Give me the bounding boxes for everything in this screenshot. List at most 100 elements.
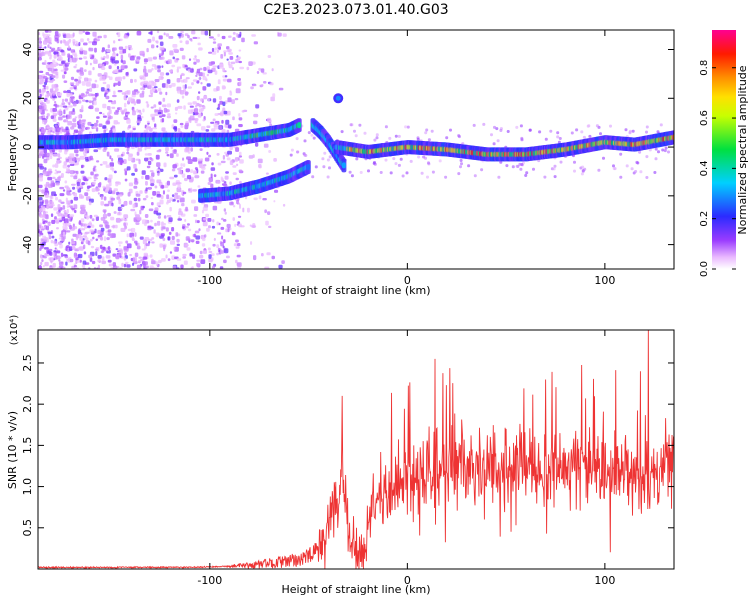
noise-cell — [165, 91, 168, 96]
noise-cell — [166, 215, 172, 218]
spectrogram-data — [38, 30, 674, 269]
noise-cell — [282, 33, 287, 37]
noise-cell — [359, 171, 363, 174]
noise-cell — [480, 168, 484, 172]
noise-cell — [62, 189, 66, 192]
noise-cell — [87, 225, 91, 228]
noise-cell — [180, 163, 183, 167]
noise-cell — [198, 160, 203, 164]
noise-cell — [199, 254, 204, 259]
noise-cell — [70, 76, 75, 81]
noise-cell — [57, 256, 62, 259]
noise-cell — [405, 171, 409, 175]
noise-cell — [148, 241, 151, 244]
noise-cell — [519, 167, 523, 171]
noise-cell — [77, 253, 83, 259]
noise-cell — [181, 226, 185, 229]
noise-cell — [211, 257, 214, 261]
noise-cell — [85, 148, 90, 151]
ridge-cell — [341, 162, 346, 169]
noise-cell — [87, 106, 92, 109]
noise-cell — [663, 149, 667, 153]
noise-cell — [153, 104, 157, 108]
noise-cell — [388, 136, 392, 140]
noise-cell — [80, 223, 83, 227]
noise-cell — [256, 71, 260, 74]
noise-cell — [204, 234, 207, 238]
noise-cell — [216, 252, 219, 256]
noise-cell — [182, 63, 185, 69]
noise-cell — [113, 84, 116, 87]
noise-cell — [236, 254, 241, 258]
noise-cell — [198, 47, 203, 51]
noise-cell — [187, 102, 193, 106]
noise-cell — [272, 93, 276, 98]
noise-cell — [81, 105, 84, 110]
noise-cell — [88, 100, 93, 104]
noise-cell — [87, 176, 92, 180]
noise-cell — [265, 172, 269, 175]
noise-cell — [149, 157, 152, 160]
y-tick-label: 1.5 — [21, 437, 34, 455]
noise-cell — [53, 51, 59, 55]
noise-cell — [108, 263, 113, 267]
noise-cell — [203, 66, 207, 72]
noise-cell — [194, 167, 198, 170]
noise-cell — [58, 259, 61, 262]
noise-cell — [39, 70, 44, 73]
noise-cell — [113, 90, 116, 96]
noise-cell — [74, 116, 78, 119]
noise-cell — [112, 70, 116, 74]
noise-cell — [66, 204, 70, 208]
noise-cell — [559, 160, 563, 164]
snr-data — [38, 330, 674, 569]
noise-cell — [195, 240, 200, 244]
noise-cell — [38, 154, 42, 159]
noise-cell — [47, 253, 50, 257]
noise-cell — [51, 127, 56, 132]
noise-cell — [182, 253, 187, 257]
y-tick-label: 0 — [21, 144, 34, 151]
noise-cell — [99, 181, 102, 186]
noise-cell — [599, 132, 602, 136]
noise-cell — [151, 237, 155, 240]
noise-cell — [67, 39, 71, 44]
noise-cell — [375, 133, 379, 137]
noise-cell — [247, 207, 250, 213]
noise-cell — [80, 123, 85, 129]
noise-cell — [438, 159, 442, 163]
noise-cell — [50, 115, 54, 120]
noise-cell — [180, 79, 185, 83]
noise-cell — [57, 204, 61, 209]
noise-cell — [61, 51, 66, 56]
noise-cell — [136, 122, 140, 126]
noise-cell — [208, 251, 213, 253]
noise-cell — [216, 244, 220, 249]
noise-cell — [112, 262, 116, 267]
noise-cell — [72, 108, 75, 112]
noise-cell — [137, 150, 140, 153]
noise-cell — [42, 119, 47, 125]
noise-cell — [128, 200, 133, 205]
noise-cell — [92, 236, 95, 240]
noise-cell — [85, 99, 89, 103]
noise-cell — [160, 195, 164, 200]
noise-cell — [241, 110, 245, 113]
noise-cell — [73, 265, 78, 268]
noise-cell — [156, 179, 162, 184]
noise-cell — [263, 143, 269, 148]
noise-cell — [190, 147, 193, 152]
noise-cell — [167, 113, 171, 116]
noise-cell — [92, 31, 97, 37]
noise-cell — [186, 175, 192, 180]
noise-cell — [176, 188, 181, 192]
spectrogram-x-ticks: -100 0 100 — [197, 30, 615, 287]
noise-cell — [83, 50, 88, 55]
noise-cell — [41, 102, 46, 107]
noise-cell — [204, 157, 210, 162]
noise-cell — [216, 107, 220, 110]
noise-cell — [53, 240, 57, 245]
noise-cell — [192, 36, 198, 39]
noise-cell — [216, 232, 222, 235]
noise-cell — [55, 124, 58, 128]
